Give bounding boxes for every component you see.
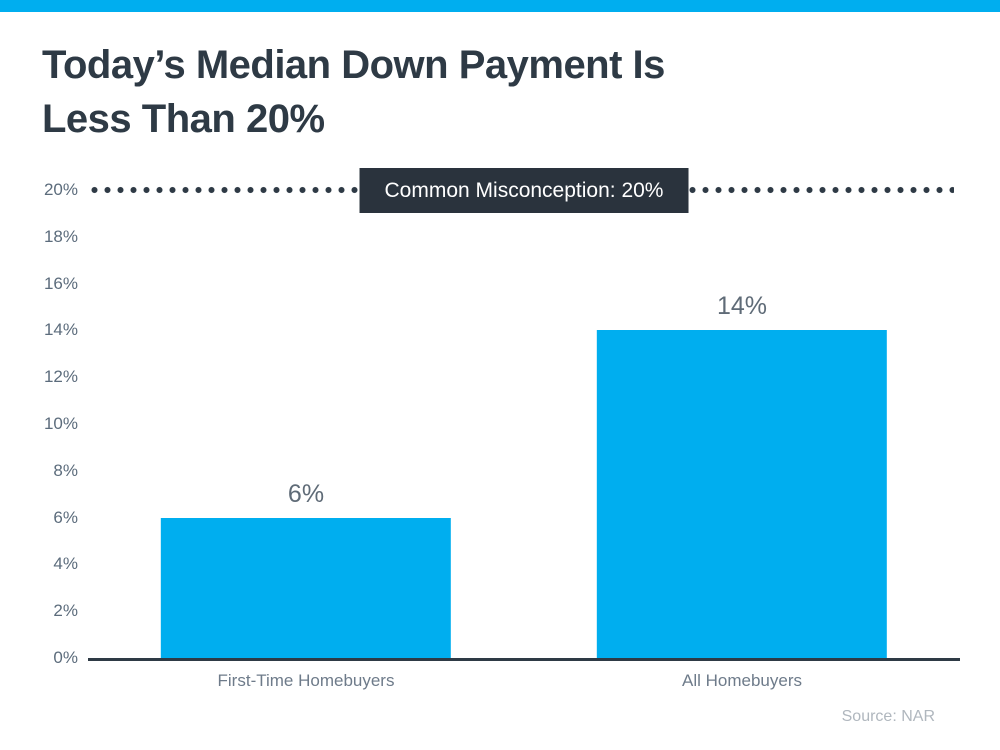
y-axis-tick-label: 2% (53, 601, 78, 621)
y-axis-tick-label: 0% (53, 648, 78, 667)
bar-all-homebuyers (596, 330, 888, 658)
plot-area: Common Misconception: 20% 20% 18% 16% 14% 12… (44, 168, 960, 690)
bar-value-label: 6% (287, 479, 325, 508)
y-axis-tick-label: 8% (53, 460, 78, 480)
top-accent-bar (0, 0, 1000, 12)
x-axis-category-label: All Homebuyers (682, 671, 802, 690)
bar-value-label: 14% (716, 292, 768, 321)
bar-first-time-homebuyers (160, 517, 452, 658)
chart-title: Today’s Median Down Payment Is Less Than… (42, 43, 665, 141)
y-axis-tick-label: 6% (53, 507, 78, 527)
misconception-badge: Common Misconception: 20% (359, 168, 689, 213)
x-axis-category-label: First-Time Homebuyers (217, 671, 395, 690)
y-axis-tick-label: 18% (43, 226, 78, 246)
y-axis-tick-label: 4% (53, 554, 78, 574)
y-axis-tick-label: 12% (43, 367, 78, 387)
source-note: Source: NAR (841, 708, 935, 725)
y-axis-tick-label: 10% (43, 414, 78, 433)
y-axis-tick-label: 16% (43, 273, 78, 293)
y-axis-tick-label: 14% (43, 320, 78, 340)
y-axis-tick-label: 20% (43, 180, 78, 199)
